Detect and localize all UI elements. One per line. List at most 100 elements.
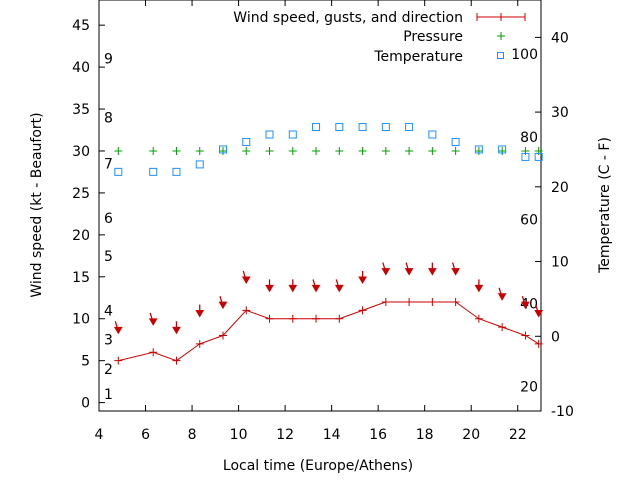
x-tick-label: 12 xyxy=(276,427,294,443)
y-right-tick-label: 0 xyxy=(551,329,560,345)
wind-speed-point xyxy=(218,331,227,340)
wind-arrow-head xyxy=(474,284,484,293)
wind-arrow-head xyxy=(381,268,391,276)
wind-arrow-head xyxy=(427,268,437,276)
wind-arrow-head xyxy=(451,268,460,276)
x-tick-label: 20 xyxy=(462,427,480,443)
temperature-point xyxy=(521,152,530,161)
wind-arrow xyxy=(451,262,460,276)
pressure-point xyxy=(428,146,437,155)
legend-wind-marker xyxy=(476,13,526,21)
pressure-point xyxy=(265,146,274,155)
fahrenheit-label: 80 xyxy=(520,130,538,146)
wind-arrow-head xyxy=(195,310,205,318)
wind-arrow xyxy=(195,304,205,318)
y-left-tick-label: 0 xyxy=(81,396,90,412)
wind-speed-point xyxy=(428,297,437,306)
wind-direction-arrows xyxy=(113,262,544,335)
temperature-point xyxy=(288,130,297,139)
temperature-point xyxy=(172,167,181,176)
wind-arrow xyxy=(288,279,298,293)
pressure-series xyxy=(114,146,543,155)
beaufort-label: 3 xyxy=(104,333,113,349)
temperature-point xyxy=(534,152,543,161)
temperature-series xyxy=(114,123,543,176)
temperature-point xyxy=(195,160,204,169)
wind-arrow xyxy=(218,295,228,310)
wind-speed-point xyxy=(405,297,414,306)
beaufort-label: 8 xyxy=(104,110,113,126)
pressure-point xyxy=(195,146,204,155)
pressure-point xyxy=(312,146,321,155)
wind-speed-point xyxy=(114,356,123,365)
x-axis: 4 6 8 10 12 14 16 18 20 22 xyxy=(95,0,527,443)
left-y-axis: 0 5 10 15 20 25 30 35 40 45 xyxy=(72,18,105,412)
plot-frame xyxy=(98,0,542,412)
fahrenheit-scale: 20 40 60 80 100 xyxy=(511,47,538,396)
wind-speed-point xyxy=(521,331,530,340)
wind-speed-point xyxy=(312,314,321,323)
wind-arrow-head xyxy=(218,301,228,310)
y-left-tick-label: 30 xyxy=(72,144,90,160)
temperature-point xyxy=(218,145,227,154)
wind-arrow-head xyxy=(358,276,367,284)
x-tick-label: 22 xyxy=(509,427,527,443)
legend-pressure-marker xyxy=(497,32,505,40)
x-axis-label: Local time (Europe/Athens) xyxy=(223,458,413,474)
beaufort-scale: 1 2 3 4 5 6 7 8 9 xyxy=(104,52,113,404)
y-left-tick-label: 15 xyxy=(72,270,90,286)
beaufort-label: 1 xyxy=(104,387,113,403)
wind-arrow xyxy=(427,262,437,276)
wind-arrow-head xyxy=(334,284,344,293)
beaufort-label: 9 xyxy=(104,52,113,68)
temperature-point xyxy=(428,130,437,139)
y-left-tick-label: 35 xyxy=(72,102,90,118)
wind-speed-point xyxy=(474,314,483,323)
wind-speed-point xyxy=(149,348,158,357)
right-y-axis: -10 0 10 20 30 40 xyxy=(535,30,574,420)
legend: Wind speed, gusts, and direction Pressur… xyxy=(233,10,526,65)
temperature-point xyxy=(381,123,390,132)
pressure-point xyxy=(172,146,181,155)
wind-speed-point xyxy=(498,323,507,332)
beaufort-label: 5 xyxy=(104,249,113,265)
y-left-tick-label: 10 xyxy=(72,312,90,328)
wind-arrow-head xyxy=(265,284,274,293)
wind-arrow xyxy=(148,312,158,326)
y-right-tick-label: 30 xyxy=(551,105,569,121)
wind-arrow-head xyxy=(521,301,530,310)
temperature-point xyxy=(358,123,367,132)
x-tick-label: 6 xyxy=(141,427,150,443)
y-right-tick-label: 10 xyxy=(551,255,569,271)
x-tick-label: 14 xyxy=(323,427,341,443)
wind-arrow xyxy=(113,321,123,335)
pressure-point xyxy=(451,146,460,155)
pressure-point xyxy=(149,146,158,155)
fahrenheit-label: 60 xyxy=(520,213,538,229)
legend-wind-label: Wind speed, gusts, and direction xyxy=(233,10,463,26)
temperature-point xyxy=(474,145,483,154)
y-left-tick-label: 40 xyxy=(72,60,90,76)
wind-arrow xyxy=(521,295,530,310)
legend-temperature-marker xyxy=(497,52,504,59)
wind-speed-point xyxy=(381,297,390,306)
temperature-point xyxy=(498,145,507,154)
pressure-point xyxy=(474,146,483,155)
x-tick-label: 4 xyxy=(95,427,104,443)
wind-arrow xyxy=(534,304,544,318)
wind-arrow xyxy=(404,262,414,276)
pressure-point xyxy=(335,146,344,155)
temperature-point xyxy=(242,137,251,146)
wind-speed-point xyxy=(358,306,367,315)
x-tick-label: 10 xyxy=(230,427,248,443)
x-tick-label: 16 xyxy=(369,427,387,443)
wind-speed-point xyxy=(265,314,274,323)
temperature-point xyxy=(265,130,274,139)
pressure-point xyxy=(218,146,227,155)
wind-arrow-head xyxy=(311,284,321,293)
fahrenheit-label: 20 xyxy=(520,379,538,395)
pressure-point xyxy=(114,146,123,155)
y-right-tick-label: 40 xyxy=(551,30,569,46)
wind-speed-point xyxy=(451,297,460,306)
